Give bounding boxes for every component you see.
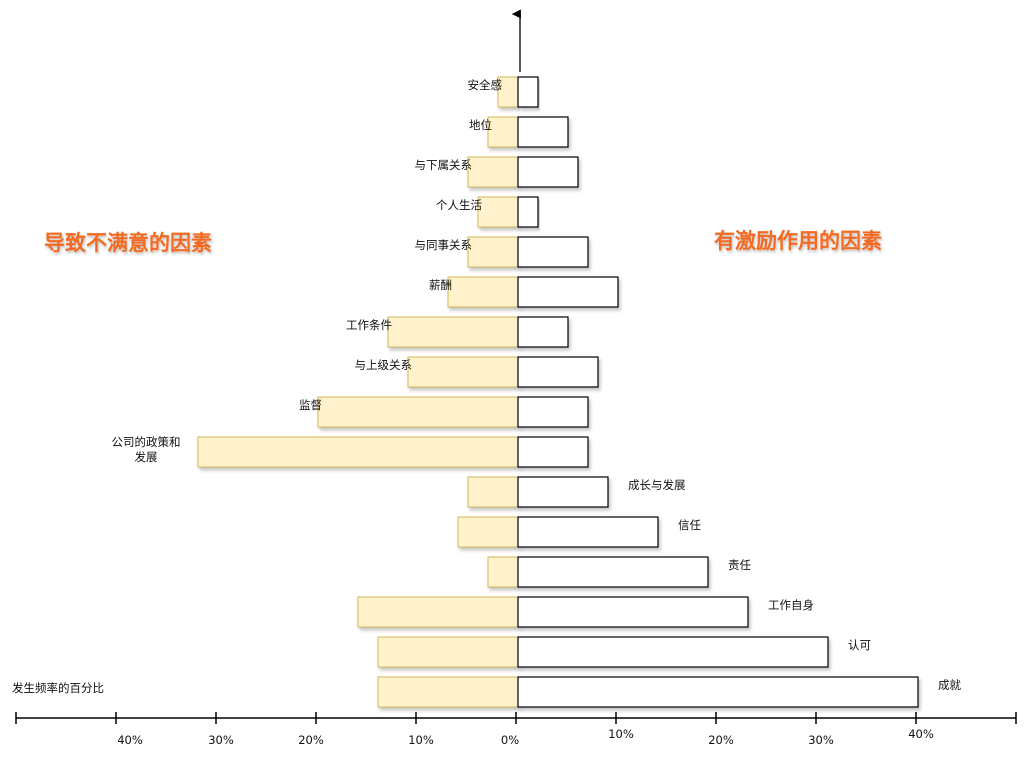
factor-label: 与上级关系 <box>355 358 413 372</box>
motivator-bar <box>517 76 539 108</box>
x-axis-caption: 发生频率的百分比 <box>12 681 104 695</box>
left-side-title: 导致不满意的因素 <box>44 231 212 255</box>
motivator-bar <box>517 396 589 428</box>
dissatisfier-bar <box>467 156 519 188</box>
x-tick-label: 10% <box>608 727 634 741</box>
factor-label: 信任 <box>678 518 701 532</box>
factor-label: 与下属关系 <box>415 158 473 172</box>
motivator-bar <box>517 556 709 588</box>
motivator-bar <box>517 356 599 388</box>
motivator-bar <box>517 676 919 708</box>
dissatisfier-bar <box>447 276 519 308</box>
x-tick-label: 40% <box>908 727 934 741</box>
motivator-bar <box>517 116 569 148</box>
dissatisfier-bar <box>467 476 519 508</box>
factor-label: 薪酬 <box>429 278 452 292</box>
motivator-bar <box>517 316 569 348</box>
dissatisfier-bar <box>477 196 519 228</box>
x-tick-label: 30% <box>208 733 234 747</box>
x-axis: 40% 30% 20% 10% 0% 10% 20% 30% 40% <box>15 712 1017 747</box>
dissatisfier-bar <box>197 436 519 468</box>
x-tick-label: 20% <box>298 733 324 747</box>
x-tick-label: 30% <box>808 733 834 747</box>
factor-labels-group: 安全感地位与下属关系个人生活与同事关系薪酬工作条件与上级关系监督公司的政策和发展… <box>112 78 962 692</box>
factor-label: 安全感 <box>468 78 503 92</box>
factor-label: 认可 <box>848 638 871 652</box>
factor-label: 成就 <box>938 678 961 692</box>
dissatisfier-bar <box>467 236 519 268</box>
right-side-title: 有激励作用的因素 <box>714 229 882 253</box>
factor-label: 监督 <box>299 398 322 412</box>
motivator-bar <box>517 596 749 628</box>
dissatisfier-bar <box>357 596 519 628</box>
factor-label: 地位 <box>469 118 492 132</box>
bars-group <box>197 76 919 708</box>
motivator-bar <box>517 476 609 508</box>
x-tick-label: 10% <box>408 733 434 747</box>
motivator-bar <box>517 636 829 668</box>
x-tick-label: 40% <box>117 733 143 747</box>
motivator-bar <box>517 156 579 188</box>
x-tick-label: 0% <box>501 733 519 747</box>
dissatisfier-bar <box>317 396 519 428</box>
factor-label: 与同事关系 <box>415 238 473 252</box>
dissatisfier-bar <box>387 316 519 348</box>
dissatisfier-bar <box>457 516 519 548</box>
motivator-bar <box>517 516 659 548</box>
factor-label: 工作条件 <box>346 318 392 332</box>
dissatisfier-bar <box>377 676 519 708</box>
factor-label: 公司的政策和发展 <box>112 435 181 464</box>
dissatisfier-bar <box>487 116 519 148</box>
factor-label: 责任 <box>728 558 751 572</box>
motivator-bar <box>517 436 589 468</box>
factor-label: 成长与发展 <box>628 478 686 492</box>
motivator-bar <box>517 196 539 228</box>
factor-label: 工作自身 <box>768 598 814 612</box>
dissatisfier-bar <box>407 356 519 388</box>
dissatisfier-bar <box>377 636 519 668</box>
motivator-bar <box>517 276 619 308</box>
dissatisfier-bar <box>487 556 519 588</box>
factor-label: 个人生活 <box>436 198 482 212</box>
motivator-bar <box>517 236 589 268</box>
x-tick-label: 20% <box>708 733 734 747</box>
